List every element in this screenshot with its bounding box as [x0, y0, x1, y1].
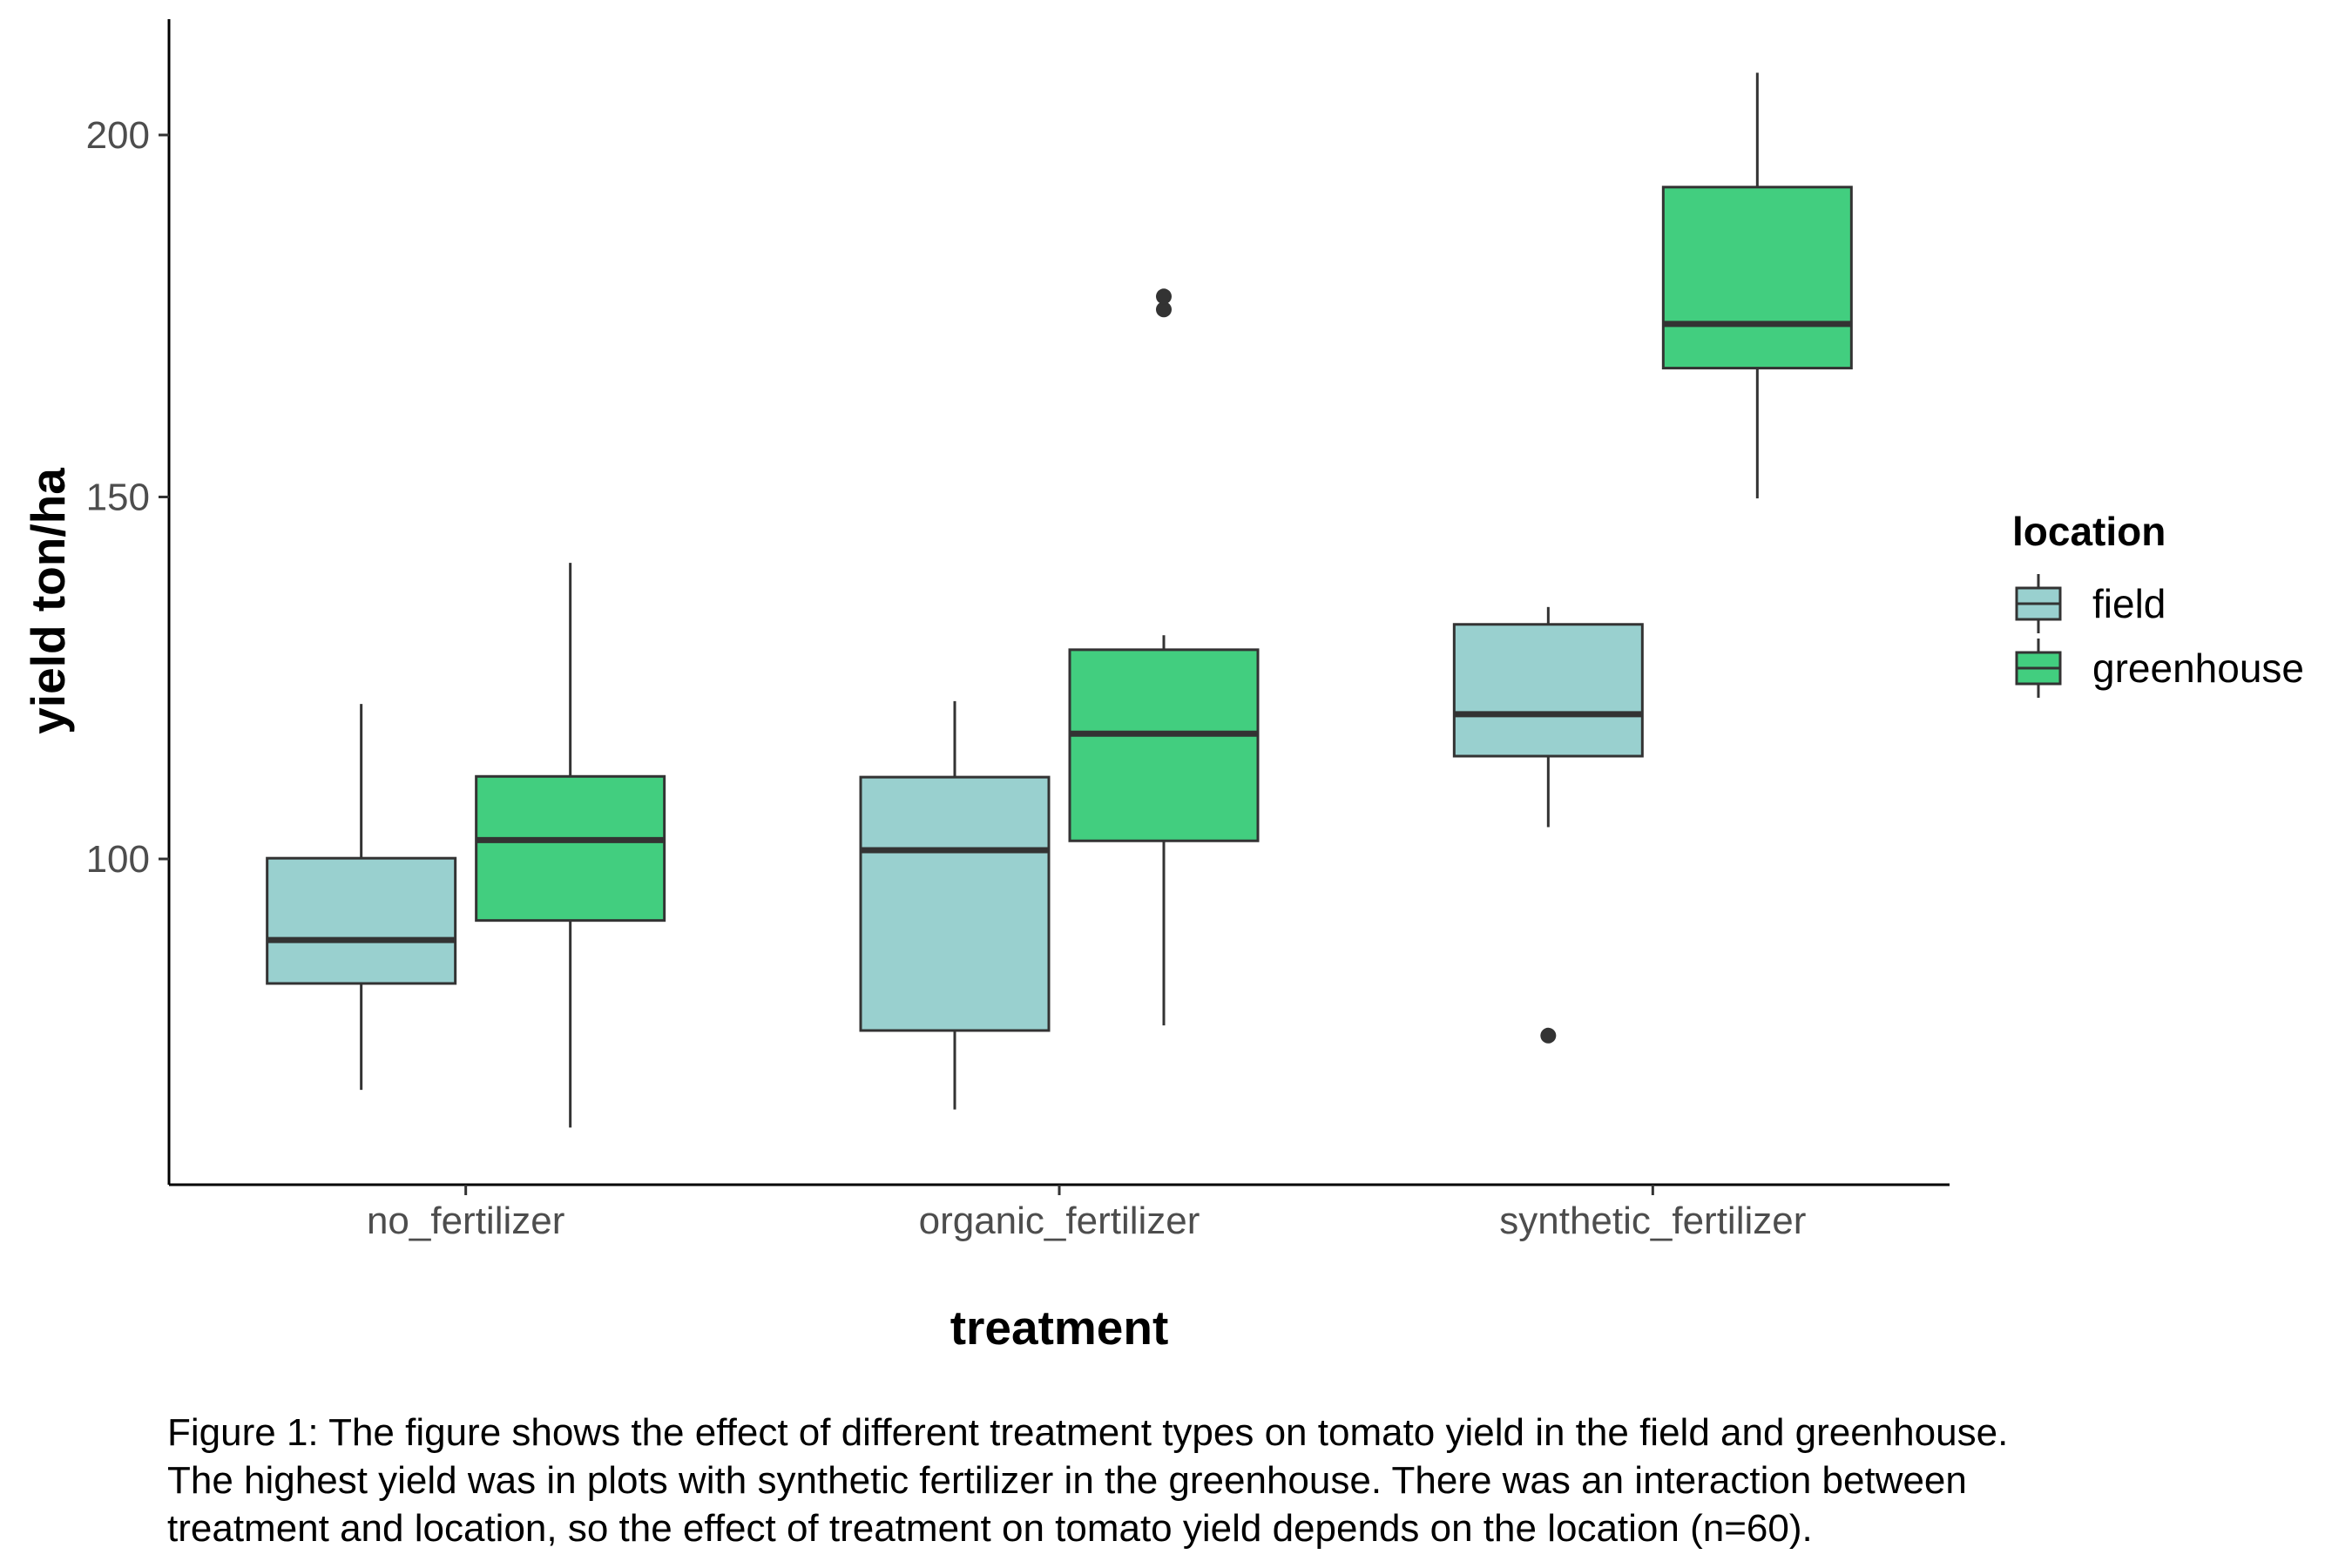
plot-area [266, 72, 1853, 1128]
legend: location field greenhouse [2012, 509, 2304, 698]
caption-line: The highest yield was in plots with synt… [167, 1459, 1967, 1502]
x-axis-title: treatment [950, 1301, 1169, 1355]
boxplot-chart: 100 150 200 no_fertilizer organic_fertilize… [21, 19, 2304, 1355]
box-greenhouse-synthetic_fertilizer [1661, 72, 1853, 499]
box-field-no_fertilizer [266, 704, 457, 1091]
box-body [1068, 648, 1260, 842]
y-tick-label: 200 [86, 114, 150, 157]
box-body [1452, 623, 1644, 758]
outlier-point [1156, 301, 1172, 318]
y-tick-label: 150 [86, 476, 150, 518]
x-axis-ticks: no_fertilizer organic_fertilizer synthetic… [367, 1185, 1806, 1242]
box-greenhouse-no_fertilizer [475, 563, 666, 1128]
legend-title: location [2012, 509, 2166, 554]
box-body [475, 774, 666, 923]
legend-item-greenhouse: greenhouse [2015, 639, 2304, 698]
box-field-organic_fertilizer [859, 700, 1051, 1110]
y-tick-label: 100 [86, 838, 150, 881]
x-tick-label: organic_fertilizer [919, 1200, 1200, 1242]
caption-line: treatment and location, so the effect of… [167, 1507, 1813, 1550]
box-body [1661, 186, 1853, 370]
legend-item-field: field [2015, 574, 2166, 633]
y-axis-title: yield ton/ha [21, 468, 75, 734]
x-tick-label: no_fertilizer [367, 1200, 564, 1242]
figure-caption: Figure 1: The figure shows the effect of… [167, 1409, 2328, 1552]
legend-label: greenhouse [2092, 645, 2304, 691]
y-axis-ticks: 100 150 200 [86, 114, 169, 881]
outlier-point [1540, 1027, 1557, 1044]
x-tick-label: synthetic_fertilizer [1499, 1200, 1806, 1242]
box-field-synthetic_fertilizer [1452, 606, 1644, 1044]
caption-line: Figure 1: The figure shows the effect of… [167, 1411, 2009, 1454]
outlier-point [1156, 288, 1172, 305]
box-body [266, 856, 457, 985]
box-body [859, 775, 1051, 1032]
legend-label: field [2092, 581, 2166, 626]
box-greenhouse-organic_fertilizer [1068, 288, 1260, 1026]
